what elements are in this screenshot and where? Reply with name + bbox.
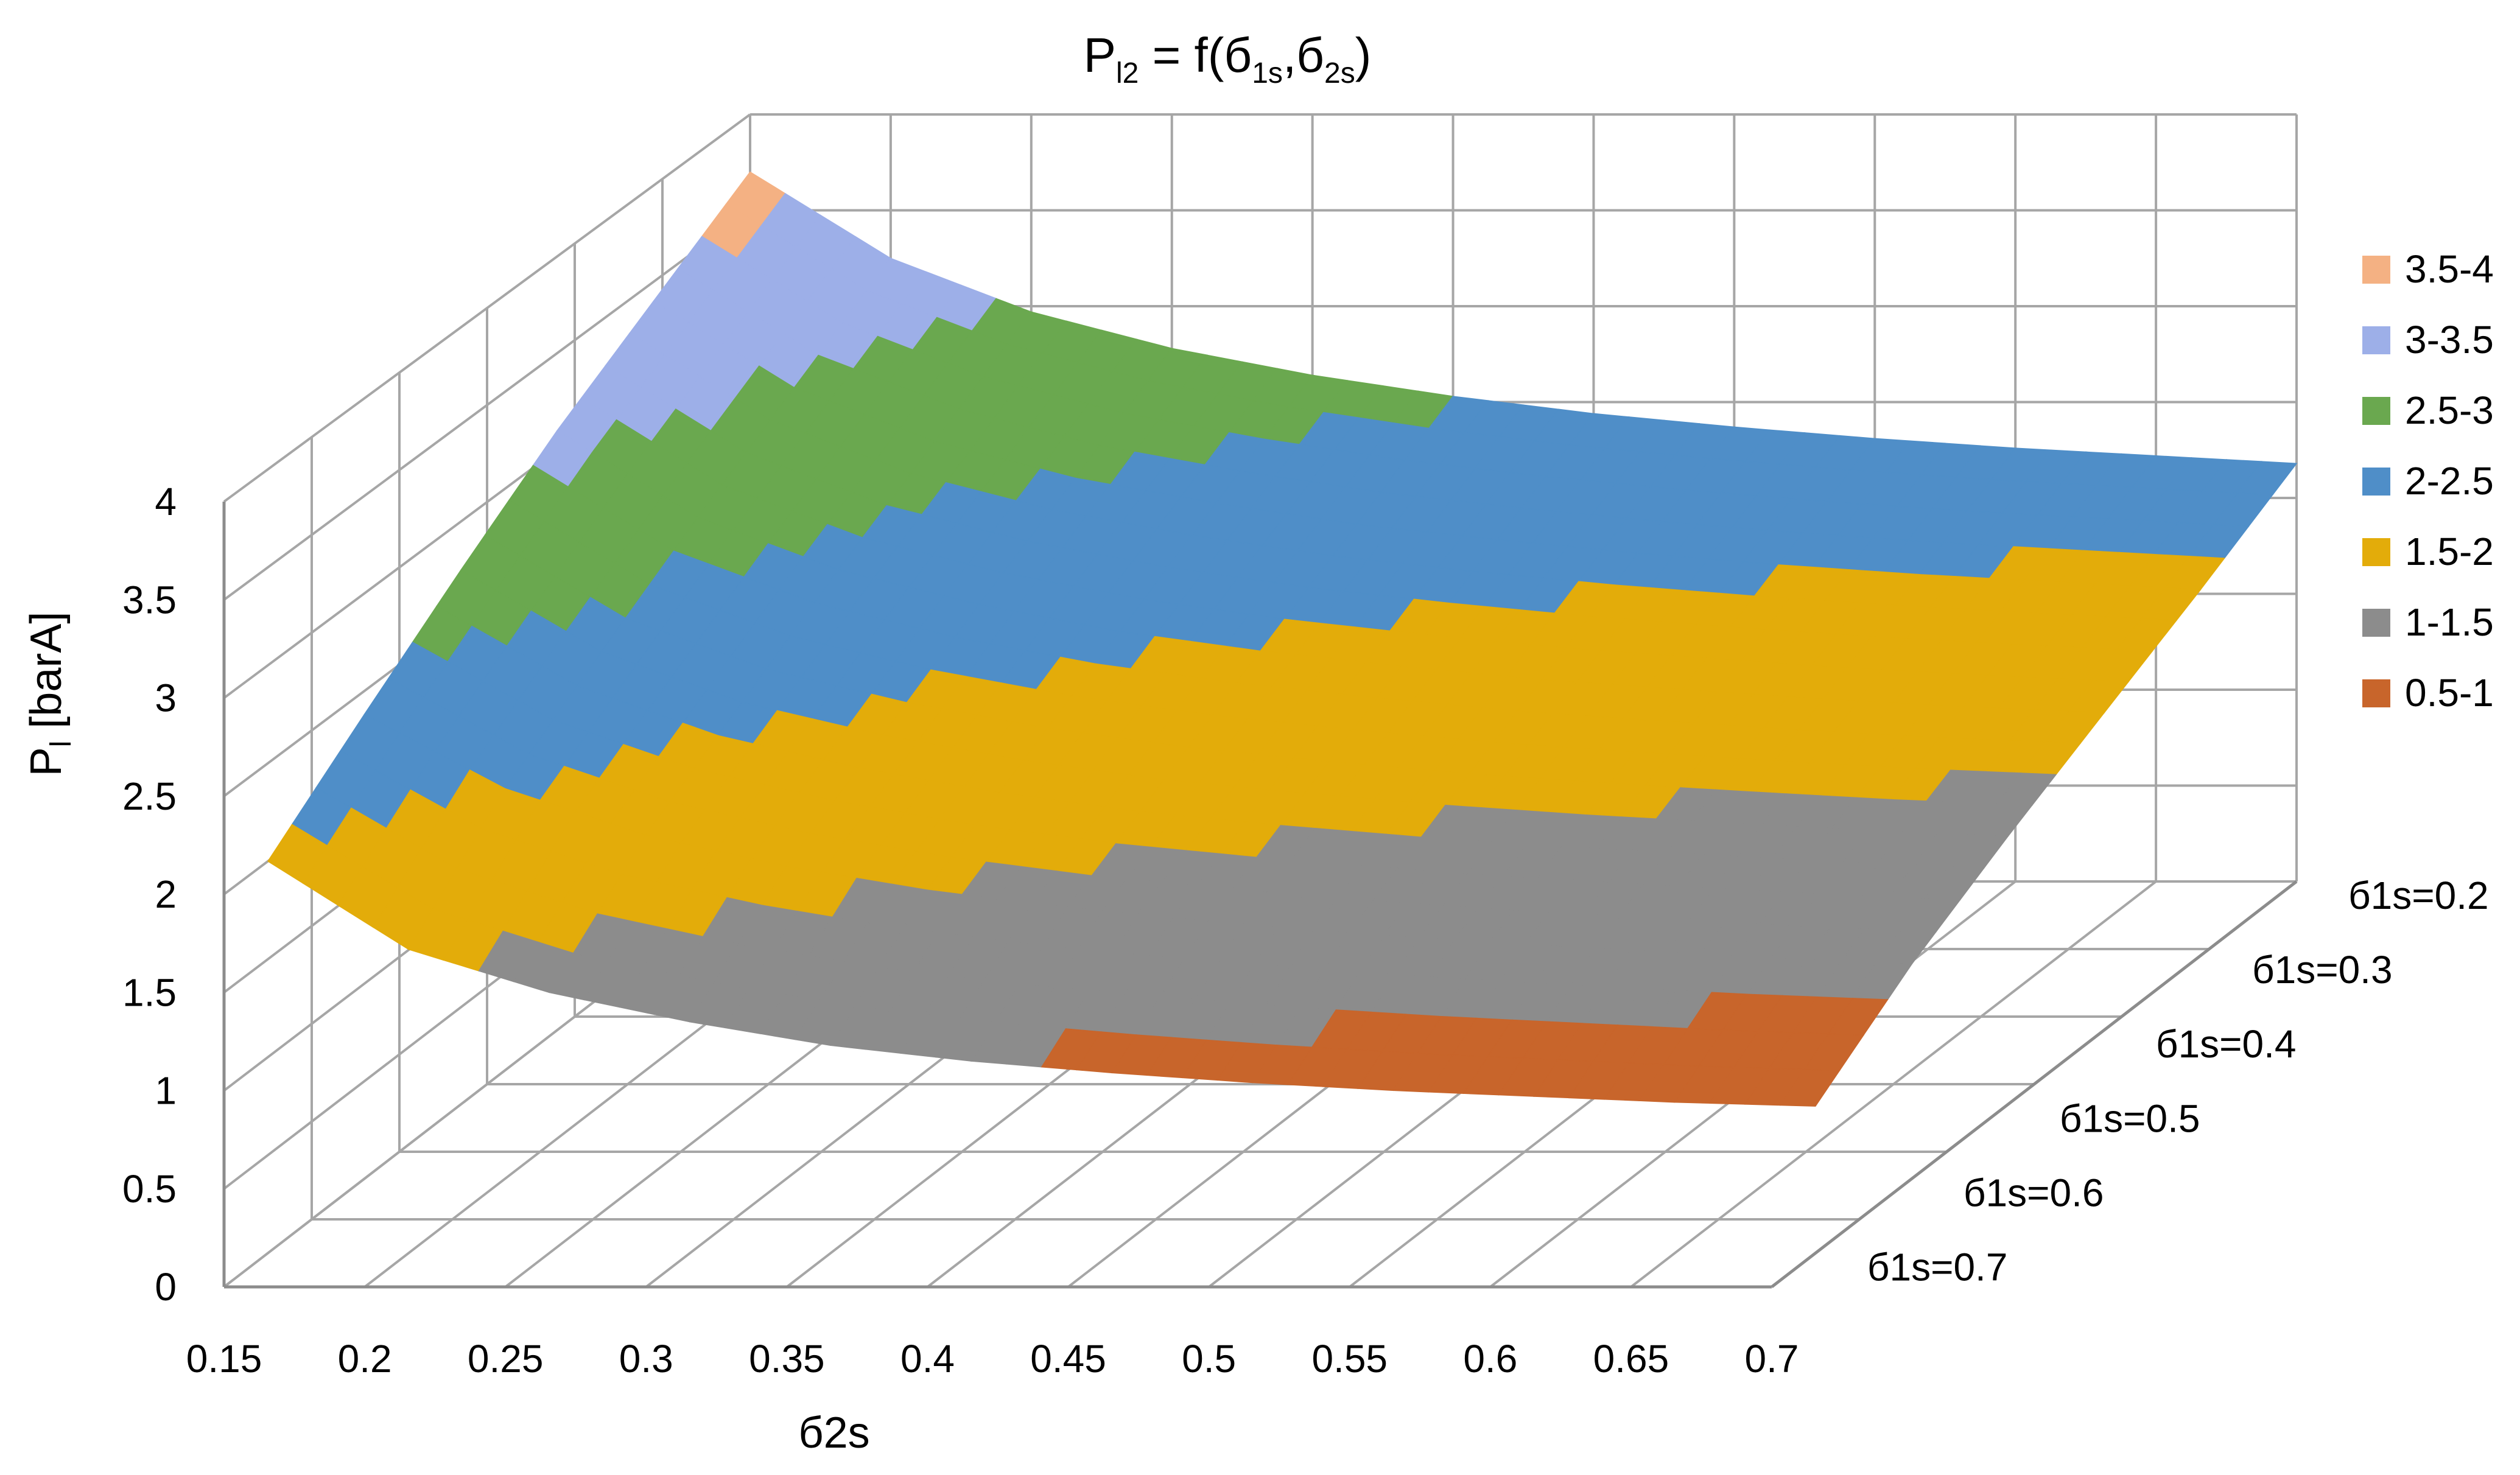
x-tick-label: 0.65 [1593,1337,1669,1381]
x-axis-ticks: 0.15 0.2 0.25 0.3 0.35 0.4 0.45 0.5 0.55 0.6 0.65 0… [186,1337,1799,1381]
z-axis-ticks: 0 0.5 1 1.5 2 2.5 3 3.5 4 [122,480,177,1309]
x-tick-label: 0.25 [468,1337,544,1381]
z-tick-label: 1.5 [122,970,177,1014]
depth-tick-label: б1s=0.6 [1964,1171,2104,1214]
legend-label: 2-2.5 [2405,459,2494,503]
legend-label: 3.5-4 [2405,247,2494,291]
z-tick-label: 3 [155,676,177,720]
x-tick-label: 0.4 [900,1337,955,1381]
z-tick-label: 2.5 [122,774,177,818]
legend-swatch [2362,609,2390,637]
legend-swatch [2362,256,2390,284]
z-tick-label: 2 [155,872,177,916]
z-tick-label: 1 [155,1069,177,1113]
depth-tick-label: б1s=0.4 [2156,1022,2297,1066]
legend-swatch [2362,326,2390,354]
x-tick-label: 0.5 [1182,1337,1236,1381]
legend-swatch [2362,538,2390,566]
x-tick-label: 0.3 [619,1337,673,1381]
surface-plot [267,171,2298,1107]
x-axis-title: б2s [798,1409,869,1457]
z-tick-label: 3.5 [122,578,177,622]
x-tick-label: 0.7 [1745,1337,1799,1381]
depth-tick-label: б1s=0.2 [2348,874,2489,917]
legend-label: 1.5-2 [2405,530,2494,573]
x-tick-label: 0.55 [1311,1337,1388,1381]
legend-label: 1-1.5 [2405,600,2494,644]
legend-swatch [2362,679,2390,707]
legend-swatch [2362,397,2390,425]
z-tick-label: 0 [155,1265,177,1309]
depth-tick-label: б1s=0.3 [2252,948,2393,992]
legend-swatch [2362,468,2390,496]
depth-tick-label: б1s=0.7 [1867,1246,2008,1289]
x-tick-label: 0.6 [1463,1337,1517,1381]
axis-lines [222,502,2298,1289]
legend-label: 3-3.5 [2405,318,2494,362]
x-tick-label: 0.15 [186,1337,262,1381]
legend: 3.5-4 3-3.5 2.5-3 2-2.5 1.5-2 1-1.5 0.5-1 [2362,247,2494,715]
depth-axis-line [1771,880,2298,1288]
z-axis-title: Pl [barA] [22,612,77,777]
depth-tick-label: б1s=0.5 [2060,1096,2200,1140]
chart-title: Pl2 = f(б1s,б2s) [1084,28,1372,89]
x-tick-label: 0.45 [1030,1337,1106,1381]
x-tick-label: 0.2 [338,1337,392,1381]
depth-axis-ticks: б1s=0.2 б1s=0.3 б1s=0.4 б1s=0.5 б1s=0.6 б1s=0… [1867,874,2489,1289]
z-tick-label: 0.5 [122,1167,177,1211]
x-tick-label: 0.35 [749,1337,825,1381]
surface-patch [1779,1069,1841,1107]
legend-label: 2.5-3 [2405,388,2494,432]
legend-label: 0.5-1 [2405,671,2494,715]
z-tick-label: 4 [155,480,177,524]
